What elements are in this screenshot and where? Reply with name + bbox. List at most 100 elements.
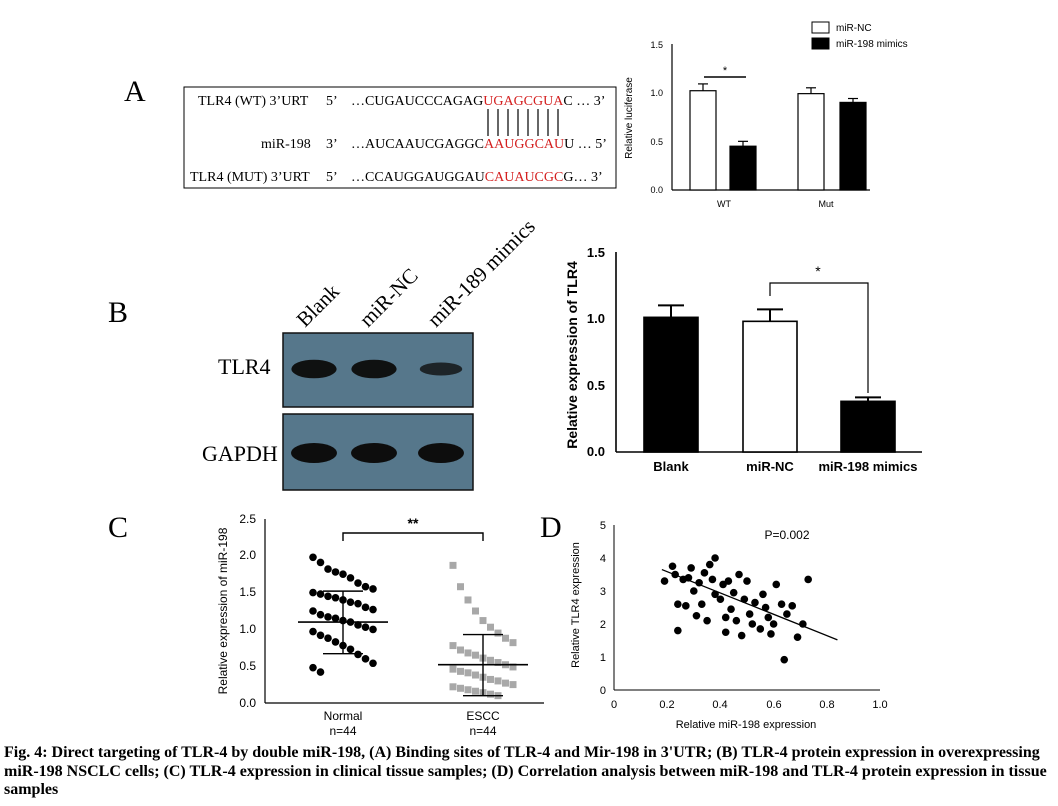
mir-prefix: …AUCAAUCGAGGC xyxy=(351,137,484,152)
mut-binding-site: CAUAUCGC xyxy=(485,170,564,185)
tlr4-expression-chart: Relative expression of TLR4 0.0 0.5 1.0 … xyxy=(564,245,922,474)
y-ticks: 0.0 0.5 1.0 1.5 xyxy=(587,245,605,459)
trend-line xyxy=(661,568,838,641)
normal-point xyxy=(361,623,370,631)
scatter-point xyxy=(761,603,770,612)
figure-caption: Fig. 4: Direct targeting of TLR-4 by dou… xyxy=(4,744,1047,798)
mir-binding-site: AAUGGCAU xyxy=(484,137,564,152)
scatter-point xyxy=(745,610,754,618)
x-ticks: Blank miR-NC miR-198 mimics xyxy=(653,459,917,474)
escc-point xyxy=(494,629,502,637)
wt-suffix: C … 3’ xyxy=(563,94,605,109)
scatter-point xyxy=(759,590,767,599)
scatter-point xyxy=(721,613,730,622)
y-tick-label: 1.0 xyxy=(587,311,605,326)
significance-star: * xyxy=(815,263,821,279)
x-tick-label: Blank xyxy=(653,459,689,474)
wt-label: TLR4 (WT) 3’URT xyxy=(198,94,309,109)
panel-c: C Relative expression of miR-198 0.0 0.5… xyxy=(108,511,544,738)
normal-point xyxy=(324,613,332,621)
bar-wt-mir-nc xyxy=(689,90,717,191)
normal-point xyxy=(324,592,332,601)
normal-point xyxy=(346,598,355,606)
normal-point xyxy=(331,638,340,646)
legend-label-mir-198: miR-198 mimics xyxy=(836,39,908,50)
x-tick-label: 0.6 xyxy=(766,699,781,711)
blot-bands xyxy=(291,359,464,463)
scatter-point xyxy=(735,570,743,579)
legend-swatch-mir-198 xyxy=(811,37,830,50)
scatter-point xyxy=(783,610,791,618)
band-tlr4-lane-1 xyxy=(291,359,337,379)
scatter-point xyxy=(724,577,733,585)
x-tick-label: 0.4 xyxy=(712,699,727,711)
lane-label-mir-nc: miR-NC xyxy=(355,263,423,331)
normal-point xyxy=(309,588,317,597)
panel-c-letter: C xyxy=(108,511,128,544)
y-ticks: 0.0 0.5 1.0 1.5 xyxy=(650,40,663,195)
scatter-point xyxy=(668,562,677,571)
y-tick-label: 5 xyxy=(600,520,606,532)
escc-point xyxy=(487,656,494,664)
y-tick-label: 1.0 xyxy=(650,88,663,98)
panel-a-letter: A xyxy=(124,75,146,108)
y-tick-label: 1 xyxy=(600,652,606,664)
escc-point xyxy=(457,583,464,591)
panel-b-letter: B xyxy=(108,296,128,329)
scatter-point xyxy=(711,590,719,599)
y-tick-label: 1.0 xyxy=(239,622,256,636)
scatter-point xyxy=(732,616,741,625)
lane-label-mir-189: miR-189 mimics xyxy=(423,214,540,331)
normal-point xyxy=(354,599,362,608)
escc-point xyxy=(472,651,479,659)
wt-sequence: …CUGAUCCCAGAGUGAGCGUAC … 3’ xyxy=(351,94,605,109)
scatter-point xyxy=(748,620,757,628)
escc-point xyxy=(472,671,479,679)
normal-point xyxy=(346,645,355,654)
significance-stars: ** xyxy=(408,515,419,531)
normal-point xyxy=(369,625,377,634)
lane-label-blank: Blank xyxy=(292,279,345,332)
scatter-point xyxy=(751,598,759,607)
x-axis-label: Relative miR-198 expression xyxy=(676,719,817,731)
mir198-dotplot: Relative expression of miR-198 0.0 0.5 1… xyxy=(216,512,544,738)
escc-point xyxy=(487,690,494,698)
normal-point xyxy=(309,663,317,672)
scatter-point xyxy=(777,600,786,608)
mir-sequence: …AUCAAUCGAGGCAAUGGCAUU … 5’ xyxy=(351,137,607,152)
y-tick-label: 2 xyxy=(600,619,606,631)
scatter-point xyxy=(716,595,725,604)
scatter-point xyxy=(743,577,751,585)
x-tick-label-normal: Normal xyxy=(324,709,363,723)
scatter-point xyxy=(769,620,778,628)
y-tick-label: 0.5 xyxy=(650,137,663,147)
band-tlr4-lane-2 xyxy=(351,359,397,379)
normal-point xyxy=(354,650,362,659)
scatter-point xyxy=(697,600,706,608)
significance-bracket xyxy=(769,282,869,393)
y-tick-label: 1.5 xyxy=(587,245,605,260)
y-axis-label: Relative TLR4 expression xyxy=(570,542,582,668)
y-tick-label: 0.5 xyxy=(587,378,605,393)
y-tick-label: 0.5 xyxy=(239,659,256,673)
mut-prefix: …CCAUGGAUGGAU xyxy=(351,170,485,185)
wt-prefix: …CUGAUCCCAGAG xyxy=(351,94,483,109)
escc-point xyxy=(509,663,517,671)
bar-blank xyxy=(643,316,699,453)
scatter-point xyxy=(687,564,695,572)
panel-b: B Blank miR-NC miR-189 mimics TLR4 GAPDH… xyxy=(108,214,922,491)
y-tick-label: 0.0 xyxy=(650,185,663,195)
bar-wt-mir-198 xyxy=(729,145,757,191)
x-tick-label: 1.0 xyxy=(872,699,887,711)
scatter-point xyxy=(804,575,812,584)
escc-point xyxy=(464,669,472,677)
normal-point xyxy=(316,558,325,567)
band-gapdh-lane-3 xyxy=(418,443,464,463)
y-tick-label: 2.5 xyxy=(239,512,256,526)
panel-d: D Relative TLR4 expression Relative miR-… xyxy=(540,511,888,731)
escc-point xyxy=(472,607,479,615)
scatter-point xyxy=(737,631,746,640)
n-label-normal: n=44 xyxy=(329,724,356,738)
normal-point xyxy=(369,585,377,593)
normal-point xyxy=(316,590,325,598)
